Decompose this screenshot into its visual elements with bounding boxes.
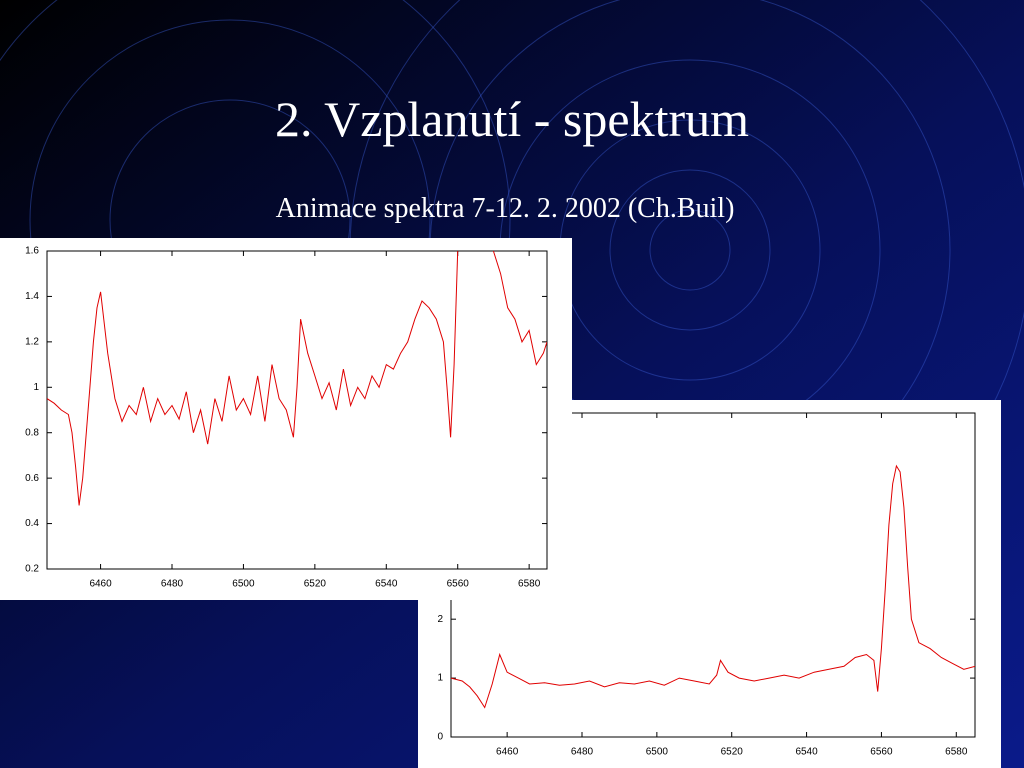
y-tick-label: 0.6	[25, 473, 39, 484]
x-tick-label: 6560	[447, 579, 470, 590]
plot-frame	[46, 250, 548, 570]
series-line	[47, 251, 547, 506]
y-tick-label: 1	[33, 382, 39, 393]
x-tick-label: 6540	[795, 747, 818, 758]
y-tick-label: 1	[437, 673, 443, 684]
y-tick-label: 2	[437, 614, 443, 625]
chart-background	[0, 238, 572, 600]
x-tick-label: 6520	[304, 579, 327, 590]
slide-title: 2. Vzplanutí - spektrum	[275, 91, 749, 147]
slide-subtitle: Animace spektra 7-12. 2. 2002 (Ch.Buil)	[276, 193, 735, 224]
x-tick-label: 6520	[721, 747, 744, 758]
y-tick-label: 0.2	[25, 564, 39, 575]
x-tick-label: 6540	[375, 579, 398, 590]
x-tick-label: 6480	[571, 747, 594, 758]
x-tick-label: 6560	[870, 747, 893, 758]
y-tick-label: 1.2	[25, 336, 39, 347]
y-tick-label: 1.6	[25, 246, 39, 257]
x-tick-label: 6460	[496, 747, 519, 758]
x-tick-label: 6480	[161, 579, 184, 590]
x-tick-label: 6460	[89, 579, 112, 590]
x-tick-label: 6500	[646, 747, 669, 758]
x-tick-label: 6500	[232, 579, 255, 590]
series-line	[451, 464, 975, 709]
y-tick-label: 0.4	[25, 518, 39, 529]
chart: 0.2 0.4 0.6 0.8 1 1.2 1.4 1.6 6460 6480 6500 6520 65…	[0, 238, 572, 600]
x-tick-label: 6580	[518, 579, 541, 590]
y-tick-label: 0.8	[25, 427, 39, 438]
y-tick-label: 1.4	[25, 291, 39, 302]
x-tick-label: 6580	[945, 747, 968, 758]
y-tick-label: 0	[437, 732, 443, 743]
